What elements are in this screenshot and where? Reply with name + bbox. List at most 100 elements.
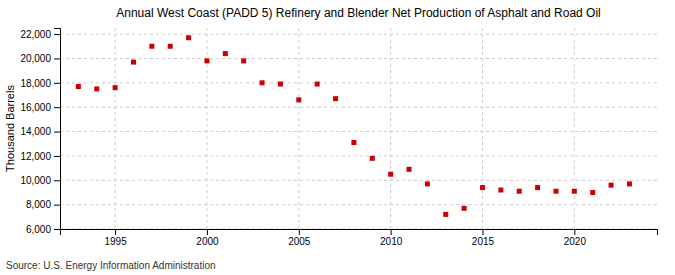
grid-line (60, 58, 657, 59)
point (498, 188, 503, 193)
tick: 14,000 (20, 126, 60, 137)
point (517, 189, 522, 194)
tick-label: 16,000 (20, 102, 51, 113)
tick-mark (207, 229, 208, 235)
axis-line (54, 29, 61, 230)
tick-label: 18,000 (20, 78, 51, 89)
grid-line (60, 82, 657, 83)
point (553, 189, 558, 194)
point (113, 85, 118, 90)
point (204, 58, 209, 63)
tick-mark (115, 229, 116, 235)
tick-label: 1995 (104, 236, 127, 247)
point (223, 51, 228, 56)
tick: 2015 (472, 229, 495, 247)
tick-label: 6,000 (26, 224, 51, 235)
tick: 22,000 (20, 29, 60, 40)
grid-line (574, 28, 575, 229)
tick-label: 2020 (564, 236, 587, 247)
tick: 20,000 (20, 53, 60, 64)
tick: 16,000 (20, 102, 60, 113)
tick-label: 10,000 (20, 175, 51, 186)
tick-mark (482, 229, 483, 235)
tick-label: 2010 (380, 236, 403, 247)
x-axis: 1995 2000 2005 2010 2015 2020 (61, 229, 658, 247)
point (278, 82, 283, 87)
y-axis-title: Thousand Barrels (4, 85, 16, 172)
chart: 1995 2000 2005 2010 2015 2020 6,000 8,000 10,000… (0, 0, 675, 275)
tick-mark (574, 229, 575, 235)
tick-mark (299, 229, 300, 235)
tick-label: 12,000 (20, 151, 51, 162)
tick-label: 8,000 (26, 199, 51, 210)
point (572, 189, 577, 194)
point (333, 96, 338, 101)
points (76, 35, 632, 217)
grid-line (390, 28, 391, 229)
point (186, 35, 191, 40)
tick: 2005 (288, 229, 311, 247)
tick-mark (54, 180, 60, 181)
tick-mark (54, 107, 60, 108)
grid-line (206, 28, 207, 229)
grid-line (60, 180, 657, 181)
point (388, 172, 393, 177)
point (535, 185, 540, 190)
tick-mark (54, 132, 60, 133)
grid (60, 28, 657, 229)
point (168, 44, 173, 49)
tick-label: 2015 (472, 236, 495, 247)
grid-line (482, 28, 483, 229)
point (609, 183, 614, 188)
point (94, 86, 99, 91)
tick: 12,000 (20, 151, 60, 162)
tick-label: 20,000 (20, 53, 51, 64)
tick-mark (54, 229, 60, 230)
tick-label: 2005 (288, 236, 311, 247)
point (149, 44, 154, 49)
tick: 10,000 (20, 175, 60, 186)
tick-label: 2000 (196, 236, 219, 247)
tick-mark (54, 34, 60, 35)
tick-label: 22,000 (20, 29, 51, 40)
point (443, 212, 448, 217)
source: Source: U.S. Energy Information Administ… (6, 260, 216, 271)
grid-line (60, 107, 657, 108)
point (131, 60, 136, 65)
tick: 2020 (564, 229, 587, 247)
point (370, 156, 375, 161)
point (296, 97, 301, 102)
point (315, 82, 320, 87)
tick: 6,000 (26, 224, 60, 235)
point (590, 190, 595, 195)
grid-line (60, 155, 657, 156)
tick-mark (54, 58, 60, 59)
tick-mark (54, 205, 60, 206)
y-axis: 6,000 8,000 10,000 12,000 14,000 16,000 18,000… (20, 29, 60, 235)
grid-line (298, 28, 299, 229)
tick-mark (391, 229, 392, 235)
point (462, 206, 467, 211)
point (241, 58, 246, 63)
axis-line (61, 230, 658, 236)
title: Annual West Coast (PADD 5) Refinery and … (116, 6, 600, 20)
point (351, 140, 356, 145)
point (260, 80, 265, 85)
point (627, 181, 632, 186)
point (407, 167, 412, 172)
tick: 2000 (196, 229, 219, 247)
grid-line (60, 34, 657, 35)
point (480, 185, 485, 190)
grid-line (60, 131, 657, 132)
tick-label: 14,000 (20, 126, 51, 137)
tick-mark (54, 156, 60, 157)
tick: 18,000 (20, 78, 60, 89)
tick: 2010 (380, 229, 403, 247)
point (76, 84, 81, 89)
grid-line (115, 28, 116, 229)
point (425, 181, 430, 186)
tick-mark (54, 83, 60, 84)
tick: 1995 (104, 229, 127, 247)
tick: 8,000 (26, 199, 60, 210)
grid-line (60, 204, 657, 205)
